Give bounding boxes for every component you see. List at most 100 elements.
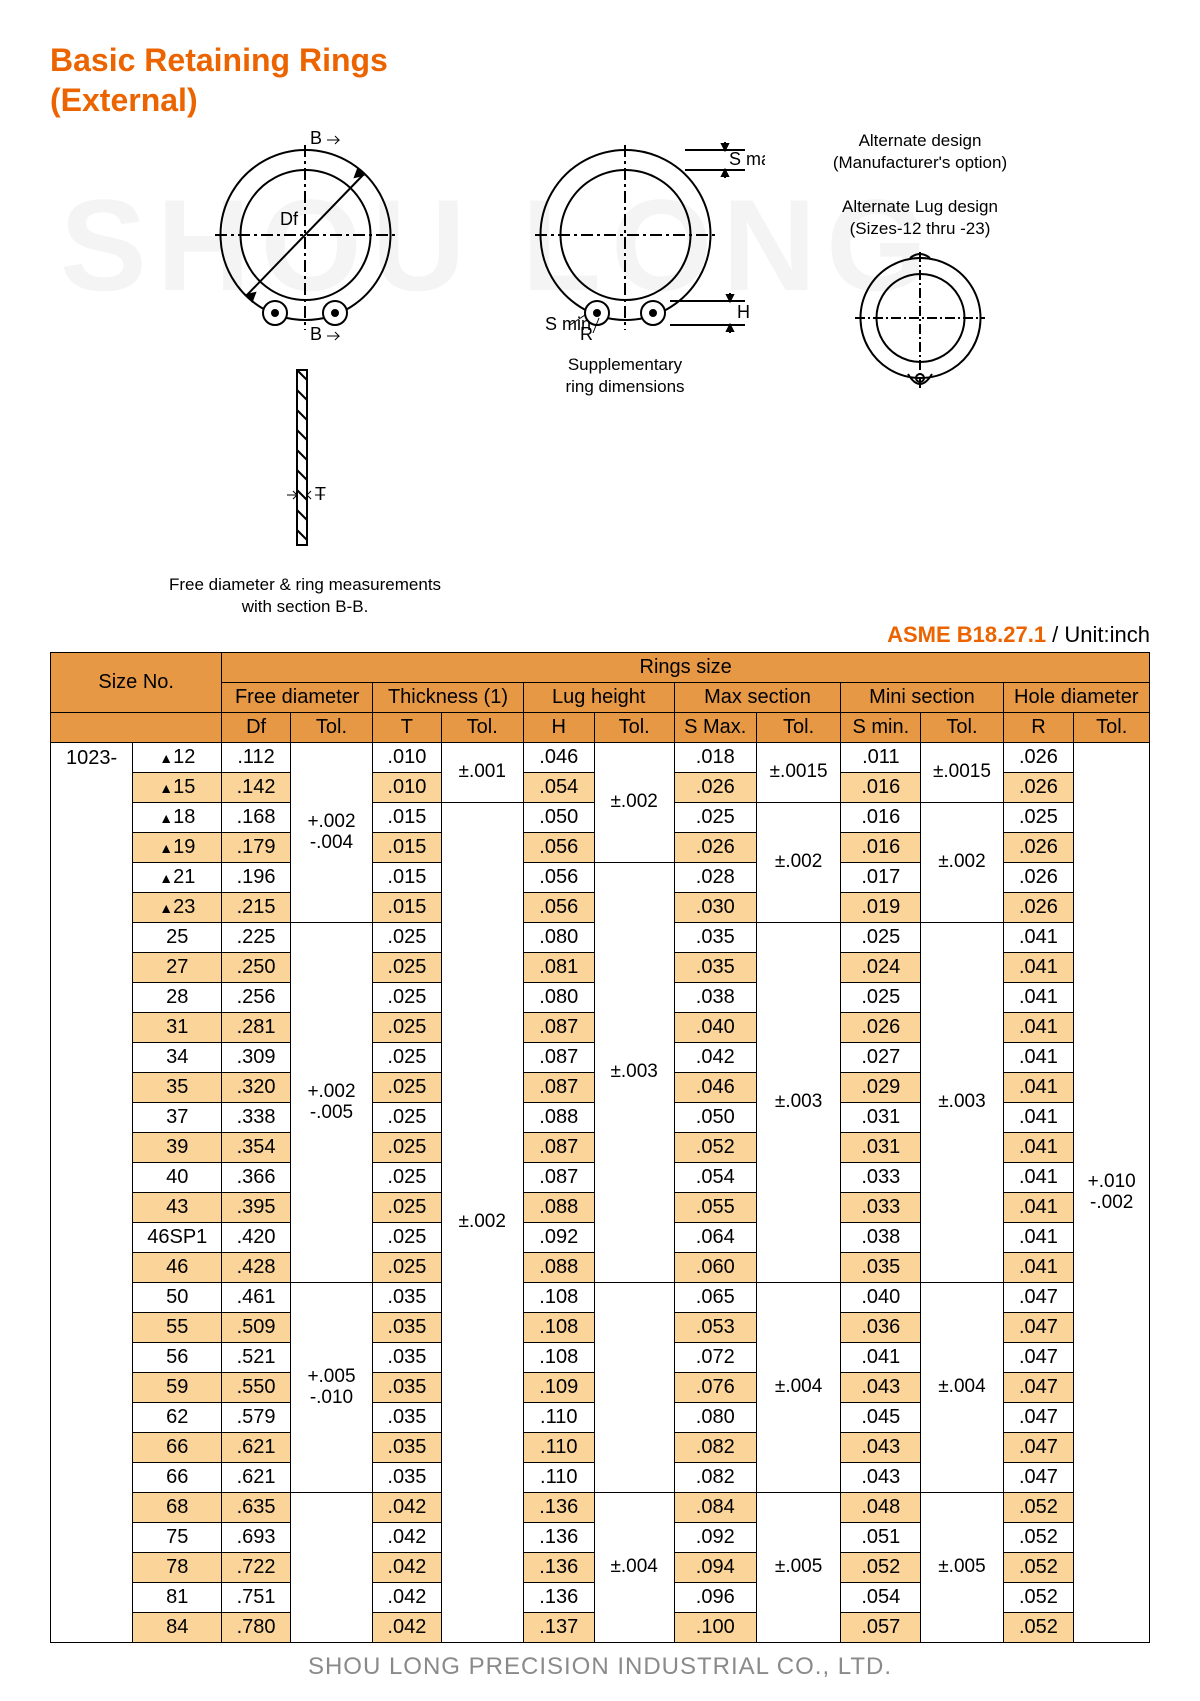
value-cell: .179 [222, 833, 291, 863]
value-cell: .635 [222, 1493, 291, 1523]
value-cell: .025 [373, 1073, 442, 1103]
svg-text:Df: Df [280, 209, 299, 229]
value-cell: .042 [373, 1493, 442, 1523]
value-cell: .052 [1003, 1553, 1074, 1583]
value-cell: .025 [373, 923, 442, 953]
value-cell: .047 [1003, 1343, 1074, 1373]
value-cell: .354 [222, 1133, 291, 1163]
value-cell: .100 [674, 1613, 756, 1643]
value-cell: .281 [222, 1013, 291, 1043]
value-cell: .035 [674, 953, 756, 983]
value-cell: .142 [222, 773, 291, 803]
value-cell: .256 [222, 983, 291, 1013]
size-cell: 35 [133, 1073, 222, 1103]
header-size-no: Size No. [51, 653, 222, 713]
value-cell: .109 [523, 1373, 594, 1403]
header-sub: T [373, 713, 442, 743]
value-cell: .017 [841, 863, 921, 893]
value-cell: .094 [674, 1553, 756, 1583]
title-line-1: Basic Retaining Rings [50, 40, 1150, 80]
value-cell: .035 [373, 1343, 442, 1373]
svg-text:R: R [580, 324, 593, 344]
header-sub: H [523, 713, 594, 743]
value-cell: .080 [674, 1403, 756, 1433]
tolerance-cell: ±.005 [921, 1493, 1003, 1643]
value-cell: .026 [674, 833, 756, 863]
value-cell: .087 [523, 1043, 594, 1073]
value-cell: .010 [373, 743, 442, 773]
value-cell: .053 [674, 1313, 756, 1343]
alt-design-label: Alternate design(Manufacturer's option) [795, 130, 1045, 174]
value-cell: .040 [841, 1283, 921, 1313]
tolerance-cell [290, 1493, 372, 1643]
value-cell: .041 [1003, 1133, 1074, 1163]
value-cell: .550 [222, 1373, 291, 1403]
value-cell: .108 [523, 1343, 594, 1373]
value-cell: .041 [1003, 1073, 1074, 1103]
value-cell: .041 [1003, 1043, 1074, 1073]
value-cell: .168 [222, 803, 291, 833]
value-cell: .025 [373, 1013, 442, 1043]
diagram-free-diameter: Df B B T Free diameter & ring measuremen… [155, 130, 455, 618]
size-cell: 40 [133, 1163, 222, 1193]
size-cell: 37 [133, 1103, 222, 1133]
value-cell: .046 [523, 743, 594, 773]
value-cell: .225 [222, 923, 291, 953]
size-cell: 75 [133, 1523, 222, 1553]
value-cell: .026 [674, 773, 756, 803]
value-cell: .621 [222, 1463, 291, 1493]
value-cell: .010 [373, 773, 442, 803]
diagram-left-caption: Free diameter & ring measurementswith se… [155, 574, 455, 618]
value-cell: .025 [373, 1193, 442, 1223]
value-cell: .042 [674, 1043, 756, 1073]
value-cell: .509 [222, 1313, 291, 1343]
value-cell: .080 [523, 983, 594, 1013]
standard-line: ASME B18.27.1 / Unit:inch [50, 622, 1150, 648]
value-cell: .056 [523, 833, 594, 863]
tolerance-cell: ±.001 [441, 743, 523, 803]
size-cell: 62 [133, 1403, 222, 1433]
size-cell: 46 [133, 1253, 222, 1283]
value-cell: .052 [841, 1553, 921, 1583]
size-cell: ▲15 [133, 773, 222, 803]
value-cell: .025 [373, 1043, 442, 1073]
value-cell: .038 [841, 1223, 921, 1253]
value-cell: .035 [373, 1463, 442, 1493]
value-cell: .052 [1003, 1613, 1074, 1643]
value-cell: .041 [1003, 923, 1074, 953]
header-sub: S Max. [674, 713, 756, 743]
tolerance-cell: ±.004 [921, 1283, 1003, 1493]
value-cell: .052 [1003, 1523, 1074, 1553]
value-cell: .027 [841, 1043, 921, 1073]
value-cell: .087 [523, 1163, 594, 1193]
value-cell: .047 [1003, 1403, 1074, 1433]
size-cell: 68 [133, 1493, 222, 1523]
value-cell: .026 [1003, 863, 1074, 893]
svg-text:T: T [315, 484, 326, 504]
value-cell: .110 [523, 1433, 594, 1463]
value-cell: .082 [674, 1433, 756, 1463]
value-cell: .035 [674, 923, 756, 953]
value-cell: .033 [841, 1193, 921, 1223]
value-cell: .215 [222, 893, 291, 923]
value-cell: .054 [523, 773, 594, 803]
value-cell: .025 [373, 1133, 442, 1163]
diagram-mid-caption: Supplementaryring dimensions [485, 354, 765, 398]
header-rings-size: Rings size [222, 653, 1150, 683]
value-cell: .035 [373, 1433, 442, 1463]
value-cell: .045 [841, 1403, 921, 1433]
value-cell: .026 [1003, 743, 1074, 773]
footer-company: SHOU LONG PRECISION INDUSTRIAL CO., LTD. [50, 1653, 1150, 1681]
value-cell: .015 [373, 893, 442, 923]
value-cell: .136 [523, 1553, 594, 1583]
size-cell: 50 [133, 1283, 222, 1313]
size-cell: 31 [133, 1013, 222, 1043]
header-sub: Tol. [441, 713, 523, 743]
value-cell: .056 [523, 893, 594, 923]
value-cell: .081 [523, 953, 594, 983]
value-cell: .015 [373, 803, 442, 833]
value-cell: .047 [1003, 1373, 1074, 1403]
table-body: 1023-▲12.112+.002-.004.010±.001.046±.002… [51, 743, 1150, 1643]
size-cell: ▲21 [133, 863, 222, 893]
value-cell: .052 [674, 1133, 756, 1163]
